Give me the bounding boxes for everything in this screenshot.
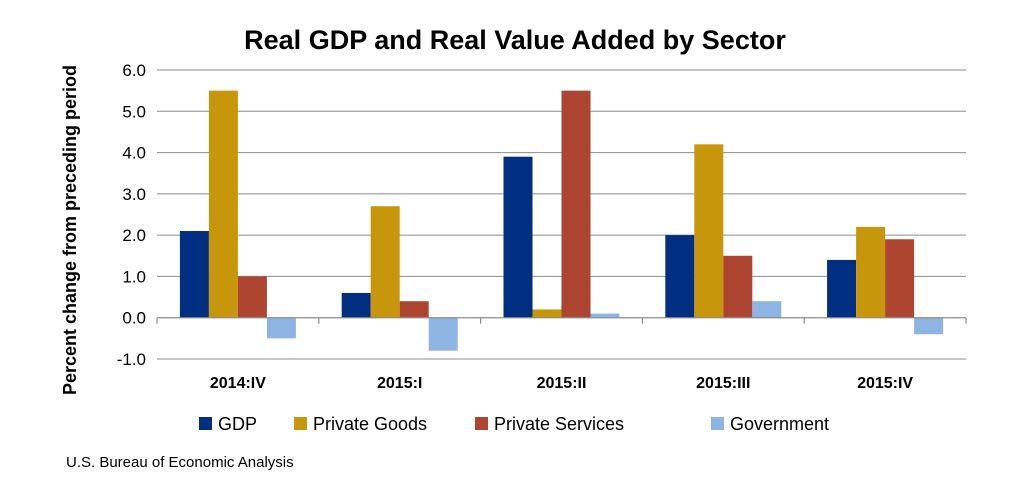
legend-swatch [199,417,212,430]
bar-private-services [561,90,591,318]
bar-private-services [399,301,429,318]
bar-private-goods [532,309,562,318]
y-axis-ticks: 6.0 5.0 4.0 3.0 2.0 1.0 0.0 -1.0 [117,61,146,369]
y-tick-label: 5.0 [122,102,146,121]
bar-government [914,317,944,335]
bar-private-services [723,255,753,318]
x-category-label: 2015:II [537,375,587,392]
legend-swatch [294,417,307,430]
y-tick-label: 4.0 [122,144,146,163]
y-tick-label: -1.0 [117,350,146,369]
bar-gdp [665,235,695,318]
bar-gdp [503,156,533,318]
legend-label: Private Services [494,414,624,434]
x-category-label: 2015:I [377,375,422,392]
y-axis-label: Percent change from preceding period [60,65,80,395]
y-tick-label: 0.0 [122,309,146,328]
bar-gdp [827,259,857,318]
bar-government [590,313,620,318]
bar-government [266,317,296,339]
bar-private-goods [208,90,238,318]
x-axis [156,317,967,324]
bar-private-services [237,276,267,318]
bar-private-goods [370,206,400,318]
bar-private-services [885,239,915,318]
y-tick-label: 6.0 [122,61,146,80]
bar-private-goods [856,226,886,318]
source-note: U.S. Bureau of Economic Analysis [66,454,294,471]
x-category-label: 2014:IV [210,375,266,392]
y-tick-label: 2.0 [122,226,146,245]
legend-swatch [475,417,488,430]
bar-government [752,301,782,318]
bars [179,90,944,351]
bar-gdp [179,231,209,318]
chart-title: Real GDP and Real Value Added by Sector [244,25,786,55]
x-category-label: 2015:III [696,375,750,392]
legend-swatch [711,417,724,430]
bar-gdp [341,292,371,318]
bar-government [428,317,458,351]
bar-private-goods [694,144,724,318]
x-category-label: 2015:IV [857,375,913,392]
category-labels: 2014:IV 2015:I 2015:II 2015:III 2015:IV [210,375,914,392]
y-tick-label: 3.0 [122,185,146,204]
y-tick-label: 1.0 [122,267,146,286]
legend-label: Private Goods [313,414,427,434]
legend-label: Government [730,414,829,434]
legend-label: GDP [218,414,257,434]
legend: GDP Private Goods Private Services Governme… [199,414,829,434]
